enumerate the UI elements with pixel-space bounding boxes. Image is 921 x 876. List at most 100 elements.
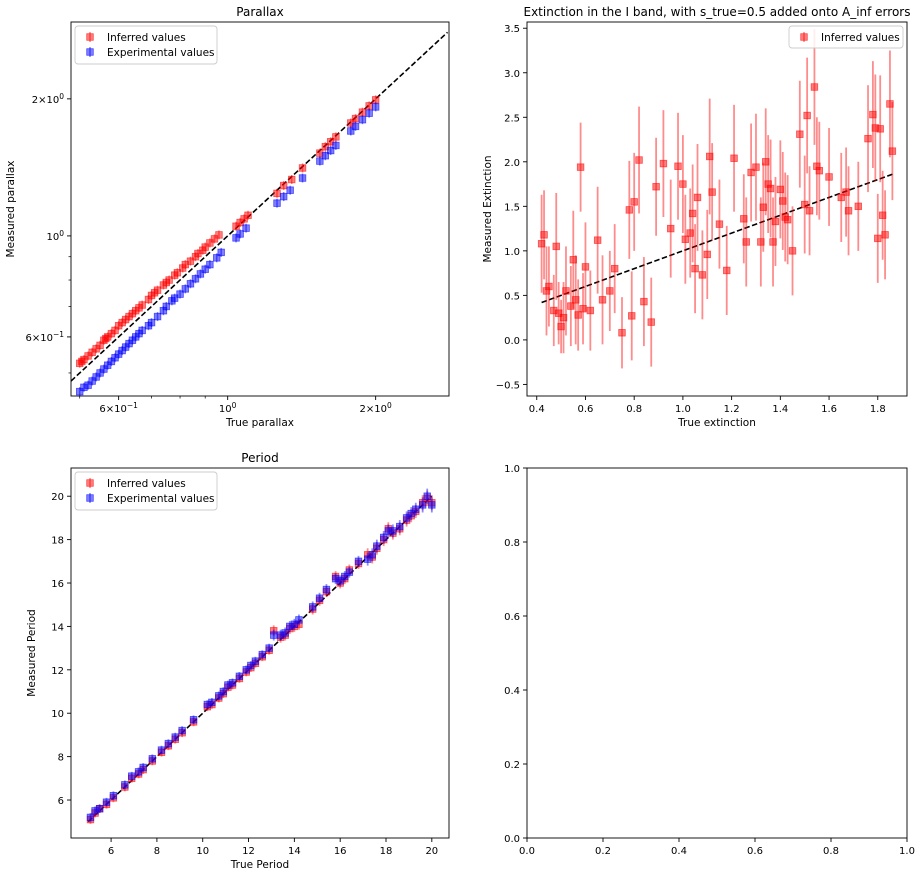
- data-point: [191, 275, 200, 283]
- data-point: [208, 698, 216, 707]
- data-point: [228, 679, 237, 687]
- x-tick-label: 1.6: [821, 404, 837, 415]
- y-axis-label: Measured parallax: [5, 161, 17, 258]
- data-point: [316, 157, 324, 165]
- data-point: [652, 183, 660, 191]
- data-point: [771, 217, 780, 226]
- x-tick-label: 0.6: [747, 846, 763, 857]
- data-point: [576, 163, 585, 171]
- data-point: [270, 631, 278, 639]
- data-point: [537, 240, 546, 248]
- x-tick-label: 14: [288, 846, 301, 857]
- y-tick-label: 1.5: [504, 202, 520, 213]
- data-point: [428, 501, 436, 509]
- data-point: [618, 329, 626, 337]
- data-point: [545, 282, 553, 291]
- data-point: [153, 312, 162, 321]
- data-point: [219, 687, 228, 696]
- data-point: [368, 551, 376, 559]
- data-point: [206, 239, 214, 247]
- data-point: [281, 629, 289, 637]
- data-point: [290, 620, 299, 628]
- y-tick-label: 18: [51, 536, 64, 547]
- data-point: [251, 657, 260, 665]
- data-point: [757, 238, 765, 246]
- data-point: [864, 134, 872, 143]
- data-point: [76, 387, 84, 396]
- data-point: [815, 167, 824, 175]
- data-point: [326, 146, 335, 155]
- data-point: [354, 557, 363, 566]
- data-point: [164, 739, 173, 748]
- data-point: [273, 199, 281, 207]
- data-point: [176, 290, 184, 298]
- chart-title: Parallax: [236, 5, 283, 19]
- data-point: [586, 306, 595, 315]
- chart-panel-1: 6×10−1 100 2×100 6×10−1 100 2×100 Parallax True…: [5, 5, 450, 429]
- y-tick-label: 16: [51, 579, 64, 590]
- legend: Inferred values: [788, 25, 904, 49]
- x-tick-label: 0.4: [529, 404, 545, 415]
- y-tick-label: 20: [51, 492, 64, 503]
- data-point: [557, 322, 565, 331]
- data-point: [288, 175, 296, 184]
- data-point: [581, 263, 590, 271]
- series-1: [76, 95, 380, 368]
- data-point: [686, 229, 694, 237]
- data-point: [380, 533, 388, 542]
- data-point: [640, 297, 648, 306]
- data-point: [803, 111, 811, 120]
- data-point: [358, 115, 367, 124]
- data-point: [837, 193, 845, 202]
- data-point: [776, 185, 785, 194]
- axes-frame: [526, 21, 908, 397]
- x-tick-label: 100: [219, 401, 237, 415]
- data-point: [869, 110, 877, 119]
- chart-panel-4: 0.0 0.2 0.4 0.6 0.8 1.0 0.0 0.2 0.4 0.6 0.8 1.0: [504, 464, 915, 857]
- data-point: [206, 260, 214, 269]
- data-point: [688, 209, 697, 218]
- y-tick-label: 1.0: [504, 464, 520, 475]
- data-point: [715, 220, 724, 228]
- data-point: [365, 109, 373, 117]
- legend-box: [74, 25, 218, 65]
- data-point: [825, 173, 833, 181]
- data-point: [242, 666, 250, 674]
- data-point: [412, 505, 420, 513]
- data-point: [886, 100, 894, 108]
- x-tick-label: 0.2: [595, 846, 611, 857]
- data-point: [336, 577, 344, 585]
- y-tick-label: 0.5: [504, 291, 520, 302]
- data-point: [740, 215, 748, 223]
- data-point: [196, 270, 205, 278]
- data-point: [121, 781, 129, 789]
- data-point: [742, 238, 750, 246]
- data-point: [630, 198, 638, 206]
- data-point: [667, 224, 675, 233]
- data-point: [173, 269, 182, 277]
- data-point: [635, 156, 643, 164]
- data-point: [171, 733, 179, 741]
- data-point: [647, 318, 655, 326]
- data-point: [418, 501, 427, 509]
- x-tick-label: 0.8: [823, 846, 839, 857]
- y-tick-label: 0.8: [504, 538, 520, 549]
- data-point: [363, 555, 372, 563]
- data-point: [95, 805, 104, 813]
- y-tick-label: 2.0: [504, 158, 520, 169]
- series-2: [86, 488, 436, 822]
- data-point: [659, 159, 668, 168]
- data-point: [610, 264, 619, 273]
- legend: Inferred values Experimental values: [74, 471, 218, 511]
- y-tick-label: 100: [46, 229, 64, 243]
- data-point: [559, 313, 568, 322]
- data-point: [232, 222, 240, 230]
- data-point: [217, 248, 225, 257]
- data-point: [881, 231, 889, 239]
- legend-entry: Experimental values: [107, 493, 215, 505]
- y-tick-label: 3.0: [504, 69, 520, 80]
- data-point: [102, 798, 111, 806]
- data-point: [759, 203, 767, 211]
- data-point: [165, 276, 173, 284]
